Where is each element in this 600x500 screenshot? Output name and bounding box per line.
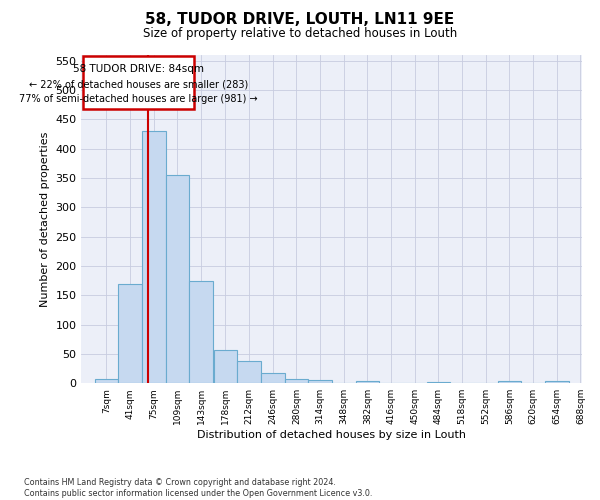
Text: 58 TUDOR DRIVE: 84sqm: 58 TUDOR DRIVE: 84sqm [73,64,204,74]
Text: 77% of semi-detached houses are larger (981) →: 77% of semi-detached houses are larger (… [19,94,257,104]
X-axis label: Distribution of detached houses by size in Louth: Distribution of detached houses by size … [197,430,466,440]
FancyBboxPatch shape [83,56,194,109]
Bar [545,382,569,383]
Y-axis label: Number of detached properties: Number of detached properties [40,132,50,307]
Bar [214,350,237,383]
Text: Contains HM Land Registry data © Crown copyright and database right 2024.
Contai: Contains HM Land Registry data © Crown c… [24,478,373,498]
Bar [189,280,213,383]
Bar [261,372,284,383]
Bar [95,378,118,383]
Bar [284,378,308,383]
Bar [308,380,332,383]
Bar [356,381,379,383]
Bar [166,175,189,383]
Bar [427,382,450,383]
Bar [142,131,166,383]
Bar [497,381,521,383]
Text: Size of property relative to detached houses in Louth: Size of property relative to detached ho… [143,28,457,40]
Bar [118,284,142,383]
Bar [237,361,261,383]
Text: 58, TUDOR DRIVE, LOUTH, LN11 9EE: 58, TUDOR DRIVE, LOUTH, LN11 9EE [145,12,455,28]
Text: ← 22% of detached houses are smaller (283): ← 22% of detached houses are smaller (28… [29,79,248,89]
